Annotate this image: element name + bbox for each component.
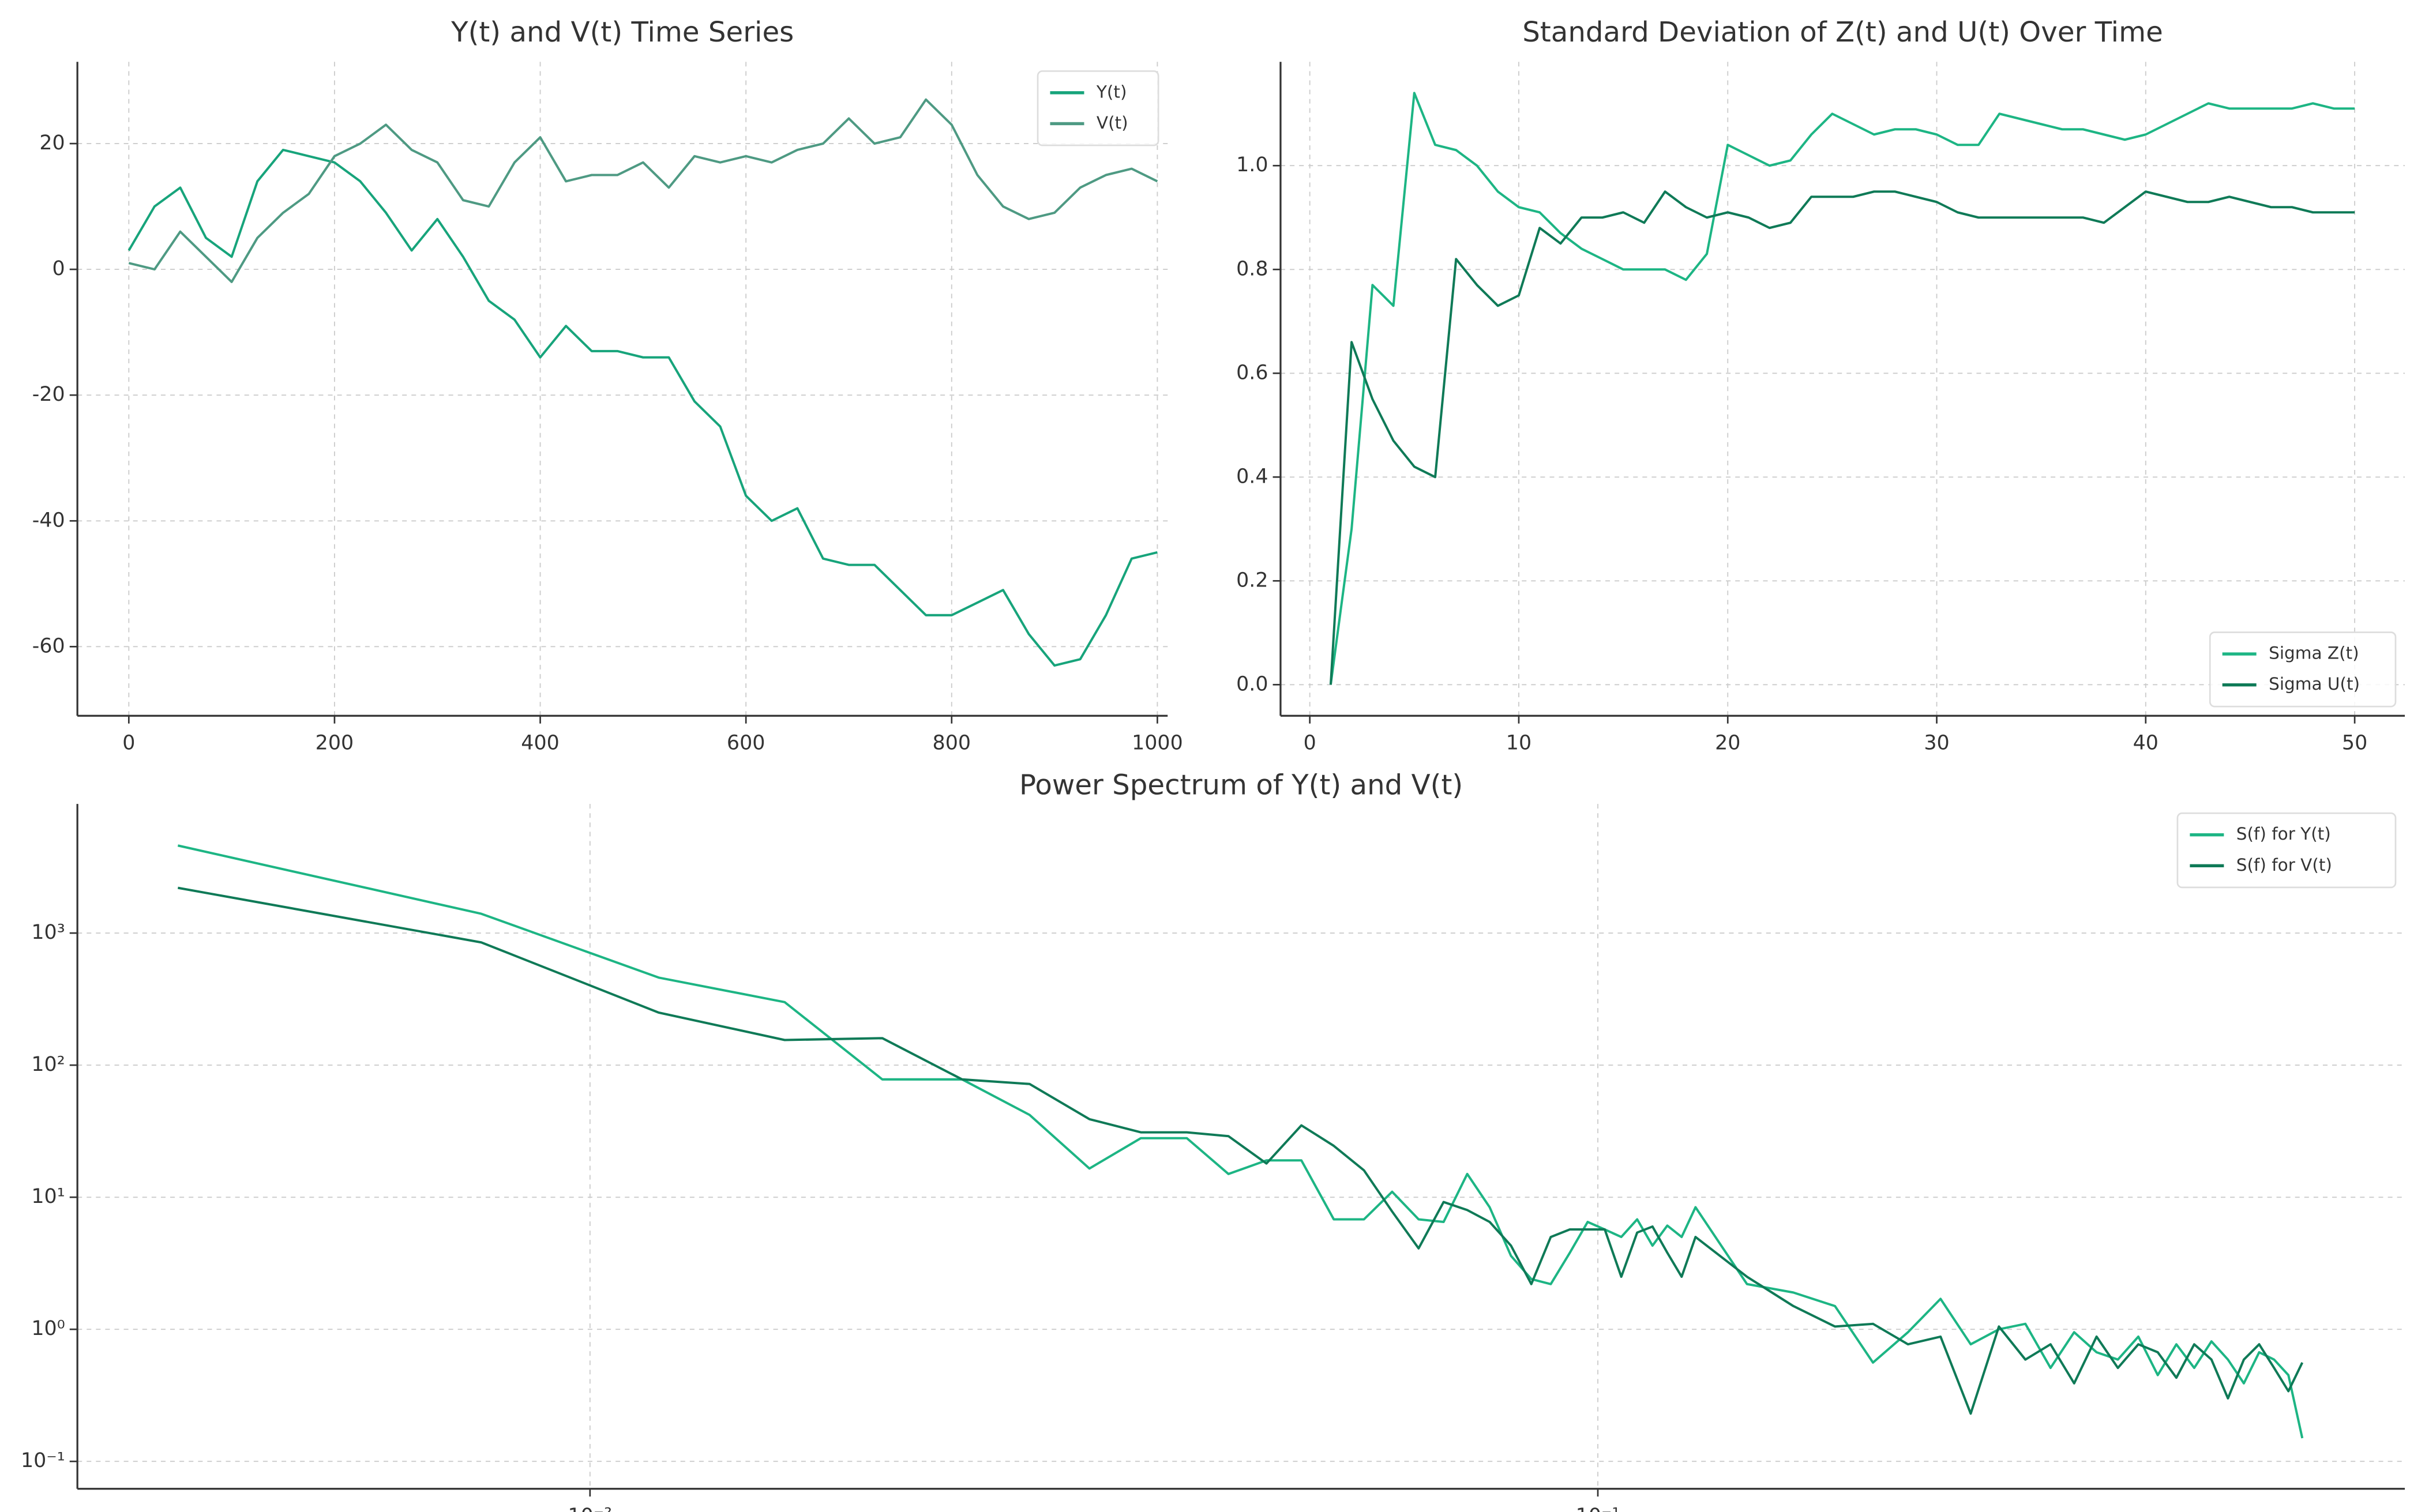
chart-title: Y(t) and V(t) Time Series bbox=[451, 16, 794, 48]
legend-label: S(f) for V(t) bbox=[2236, 855, 2332, 875]
y-tick-label: 1.0 bbox=[1236, 153, 1268, 176]
series-line bbox=[178, 886, 2304, 1415]
y-tick-label: 0.2 bbox=[1236, 569, 1268, 592]
y-tick-label: -40 bbox=[32, 509, 65, 532]
x-tick-label: 30 bbox=[1924, 732, 1949, 755]
series-line bbox=[128, 98, 1158, 283]
y-tick-label: 0.8 bbox=[1236, 257, 1268, 280]
x-tick-label: 200 bbox=[316, 732, 354, 755]
y-tick-label: 10² bbox=[31, 1053, 65, 1076]
subplot: Standard Deviation of Z(t) and U(t) Over… bbox=[1236, 16, 2405, 755]
series-line bbox=[1329, 92, 2355, 685]
x-tick-label: 800 bbox=[933, 732, 971, 755]
legend-label: Sigma Z(t) bbox=[2269, 644, 2359, 663]
series-line bbox=[1329, 190, 2355, 685]
x-tick-label: 10⁻¹ bbox=[1576, 1505, 1620, 1512]
y-tick-label: 0.0 bbox=[1236, 672, 1268, 695]
y-tick-label: 10¹ bbox=[31, 1185, 65, 1208]
x-tick-label: 10⁻² bbox=[568, 1505, 612, 1512]
legend-label: V(t) bbox=[1097, 113, 1128, 133]
y-tick-label: 0.6 bbox=[1236, 361, 1268, 384]
series-line bbox=[127, 148, 1158, 667]
legend-label: S(f) for Y(t) bbox=[2236, 824, 2331, 844]
x-tick-label: 0 bbox=[1304, 732, 1316, 755]
chart-title: Standard Deviation of Z(t) and U(t) Over… bbox=[1522, 16, 2163, 48]
x-tick-label: 10 bbox=[1506, 732, 1531, 755]
y-tick-label: 10⁻¹ bbox=[21, 1449, 65, 1472]
x-tick-label: 0 bbox=[122, 732, 135, 755]
x-tick-label: 40 bbox=[2133, 732, 2159, 755]
legend-label: Y(t) bbox=[1096, 82, 1127, 101]
x-tick-label: 400 bbox=[521, 732, 560, 755]
legend: Sigma Z(t) Sigma U(t) bbox=[2209, 631, 2397, 708]
x-tick-label: 20 bbox=[1715, 732, 1740, 755]
y-tick-label: -20 bbox=[32, 383, 65, 406]
subplot: Power Spectrum of Y(t) and V(t) 10⁻¹ 10⁰ 10… bbox=[21, 769, 2405, 1512]
y-tick-label: 20 bbox=[39, 131, 65, 155]
legend-box bbox=[2209, 631, 2397, 708]
y-tick-label: -60 bbox=[32, 634, 65, 657]
legend-box bbox=[1037, 70, 1159, 146]
legend-box bbox=[2176, 812, 2397, 889]
legend: Y(t) V(t) bbox=[1037, 70, 1159, 146]
x-tick-label: 50 bbox=[2342, 732, 2367, 755]
x-tick-label: 600 bbox=[727, 732, 765, 755]
x-tick-label: 1000 bbox=[1132, 732, 1183, 755]
legend-label: Sigma U(t) bbox=[2269, 674, 2360, 694]
y-tick-label: 0 bbox=[52, 257, 65, 280]
y-tick-label: 10⁰ bbox=[31, 1317, 65, 1340]
y-tick-label: 0.4 bbox=[1236, 465, 1268, 488]
chart-title: Power Spectrum of Y(t) and V(t) bbox=[1019, 769, 1463, 802]
y-tick-label: 10³ bbox=[31, 921, 65, 944]
series-line bbox=[177, 844, 2304, 1439]
legend: S(f) for Y(t) S(f) for V(t) bbox=[2176, 812, 2397, 889]
